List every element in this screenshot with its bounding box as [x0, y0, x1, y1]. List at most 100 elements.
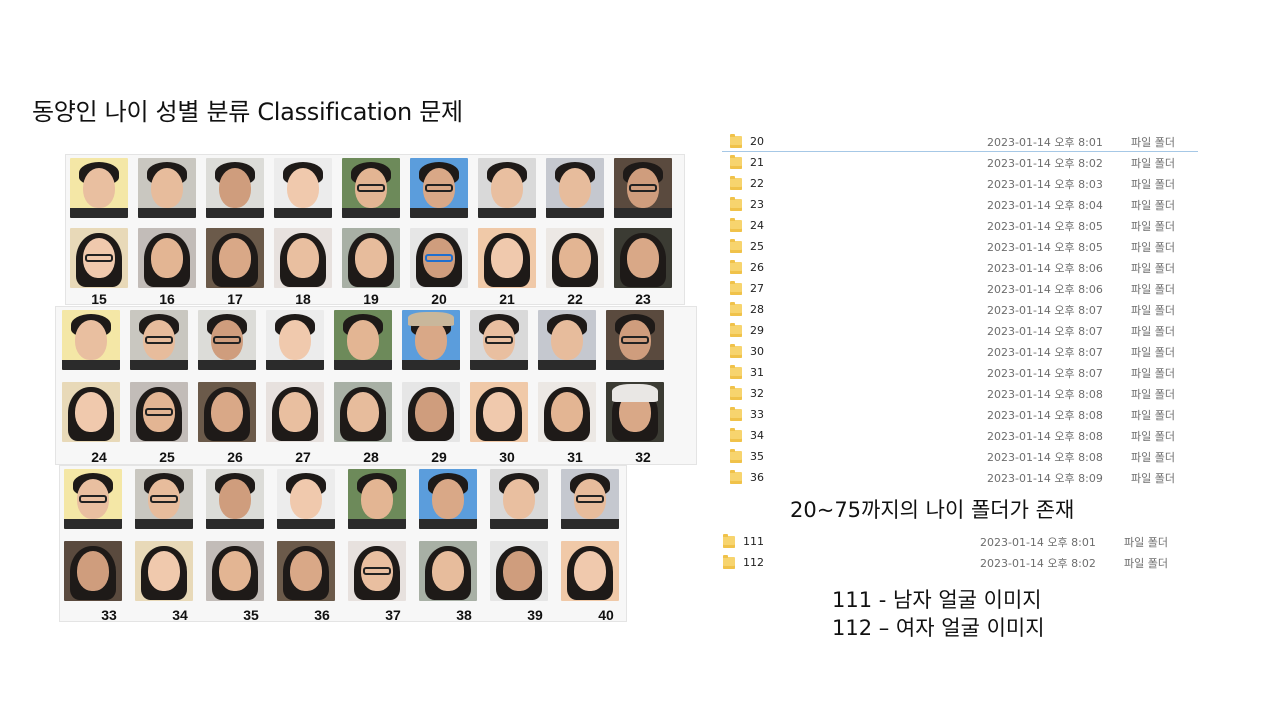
age-label: 17 [227, 291, 243, 307]
folder-date: 2023-01-14 오후 8:09 [987, 471, 1103, 485]
age-label: 26 [227, 449, 243, 465]
folder-row[interactable]: 35 2023-01-14 오후 8:08 파일 폴더 [722, 446, 1198, 467]
folder-type: 파일 폴더 [1131, 240, 1175, 254]
folder-row[interactable]: 112 2023-01-14 오후 8:02 파일 폴더 [715, 552, 1185, 573]
folder-row[interactable]: 36 2023-01-14 오후 8:09 파일 폴더 [722, 467, 1198, 488]
folder-row[interactable]: 28 2023-01-14 오후 8:07 파일 폴더 [722, 299, 1198, 320]
age-labels-3: 33 34 35 36 37 38 39 40 [80, 607, 635, 623]
face-photo [470, 310, 528, 370]
face-photo [334, 310, 392, 370]
face-photo [478, 158, 536, 218]
gender-legend: 111 - 남자 얼굴 이미지 112 – 여자 얼굴 이미지 [832, 586, 1045, 642]
folder-row[interactable]: 22 2023-01-14 오후 8:03 파일 폴더 [722, 173, 1198, 194]
face-photo [410, 158, 468, 218]
face-photo [266, 310, 324, 370]
folder-icon [730, 280, 742, 295]
folder-icon [730, 301, 742, 316]
folder-row[interactable]: 34 2023-01-14 오후 8:08 파일 폴더 [722, 425, 1198, 446]
age-label: 34 [172, 607, 188, 623]
slide-title: 동양인 나이 성별 분류 Classification 문제 [32, 98, 463, 126]
face-photo [206, 228, 264, 288]
age-label: 28 [363, 449, 379, 465]
folder-icon [730, 427, 742, 442]
folder-icon [730, 385, 742, 400]
folder-row[interactable]: 27 2023-01-14 오후 8:06 파일 폴더 [722, 278, 1198, 299]
folder-date: 2023-01-14 오후 8:01 [980, 535, 1096, 549]
age-label: 20 [431, 291, 447, 307]
folder-date: 2023-01-14 오후 8:05 [987, 219, 1103, 233]
face-photo [342, 158, 400, 218]
face-photo [70, 228, 128, 288]
folder-row[interactable]: 26 2023-01-14 오후 8:06 파일 폴더 [722, 257, 1198, 278]
folder-icon [730, 217, 742, 232]
face-photo [138, 158, 196, 218]
face-photo [478, 228, 536, 288]
face-photo [277, 469, 335, 529]
folder-icon [730, 406, 742, 421]
folder-icon [723, 533, 735, 548]
folder-type: 파일 폴더 [1131, 366, 1175, 380]
face-photo [490, 541, 548, 601]
age-label: 32 [635, 449, 651, 465]
age-label: 24 [91, 449, 107, 465]
folder-date: 2023-01-14 오후 8:08 [987, 408, 1103, 422]
folder-name: 30 [750, 345, 764, 358]
folder-row[interactable]: 20 2023-01-14 오후 8:01 파일 폴더 [722, 131, 1198, 152]
age-label: 39 [527, 607, 543, 623]
folder-row[interactable]: 23 2023-01-14 오후 8:04 파일 폴더 [722, 194, 1198, 215]
age-label: 23 [635, 291, 651, 307]
age-label: 15 [91, 291, 107, 307]
folder-type: 파일 폴더 [1131, 156, 1175, 170]
folder-row[interactable]: 24 2023-01-14 오후 8:05 파일 폴더 [722, 215, 1198, 236]
legend-male: 111 - 남자 얼굴 이미지 [832, 588, 1042, 612]
folder-name: 36 [750, 471, 764, 484]
folder-row[interactable]: 33 2023-01-14 오후 8:08 파일 폴더 [722, 404, 1198, 425]
age-label: 18 [295, 291, 311, 307]
folder-name: 20 [750, 135, 764, 148]
folder-icon [730, 133, 742, 148]
face-photo [348, 541, 406, 601]
folder-row[interactable]: 30 2023-01-14 오후 8:07 파일 폴더 [722, 341, 1198, 362]
face-photo [62, 382, 120, 442]
folder-date: 2023-01-14 오후 8:07 [987, 366, 1103, 380]
folder-name: 22 [750, 177, 764, 190]
face-grid-2 [62, 310, 664, 442]
folder-date: 2023-01-14 오후 8:07 [987, 303, 1103, 317]
folder-row[interactable]: 31 2023-01-14 오후 8:07 파일 폴더 [722, 362, 1198, 383]
face-photo [614, 158, 672, 218]
folder-row[interactable]: 21 2023-01-14 오후 8:02 파일 폴더 [722, 152, 1198, 173]
face-photo [470, 382, 528, 442]
age-label: 35 [243, 607, 259, 623]
age-label: 29 [431, 449, 447, 465]
folder-icon [723, 554, 735, 569]
face-photo [62, 310, 120, 370]
age-label: 21 [499, 291, 515, 307]
folder-type: 파일 폴더 [1131, 303, 1175, 317]
face-photo [70, 158, 128, 218]
folder-date: 2023-01-14 오후 8:07 [987, 345, 1103, 359]
folder-name: 29 [750, 324, 764, 337]
folder-type: 파일 폴더 [1131, 177, 1175, 191]
age-label: 22 [567, 291, 583, 307]
folder-row[interactable]: 32 2023-01-14 오후 8:08 파일 폴더 [722, 383, 1198, 404]
face-photo [274, 158, 332, 218]
folder-row[interactable]: 111 2023-01-14 오후 8:01 파일 폴더 [715, 531, 1185, 552]
folder-date: 2023-01-14 오후 8:02 [987, 156, 1103, 170]
age-folder-caption: 20~75까지의 나이 폴더가 존재 [790, 498, 1075, 522]
folder-row[interactable]: 25 2023-01-14 오후 8:05 파일 폴더 [722, 236, 1198, 257]
folder-name: 31 [750, 366, 764, 379]
face-grid-3 [64, 469, 619, 601]
face-photo [342, 228, 400, 288]
face-photo [198, 382, 256, 442]
folder-row[interactable]: 29 2023-01-14 오후 8:07 파일 폴더 [722, 320, 1198, 341]
folder-date: 2023-01-14 오후 8:06 [987, 261, 1103, 275]
folder-date: 2023-01-14 오후 8:06 [987, 282, 1103, 296]
folder-type: 파일 폴더 [1131, 345, 1175, 359]
folder-type: 파일 폴더 [1131, 282, 1175, 296]
folder-icon [730, 175, 742, 190]
face-photo [561, 541, 619, 601]
folder-type: 파일 폴더 [1131, 219, 1175, 233]
folder-name: 24 [750, 219, 764, 232]
folder-type: 파일 폴더 [1131, 135, 1175, 149]
face-photo [614, 228, 672, 288]
